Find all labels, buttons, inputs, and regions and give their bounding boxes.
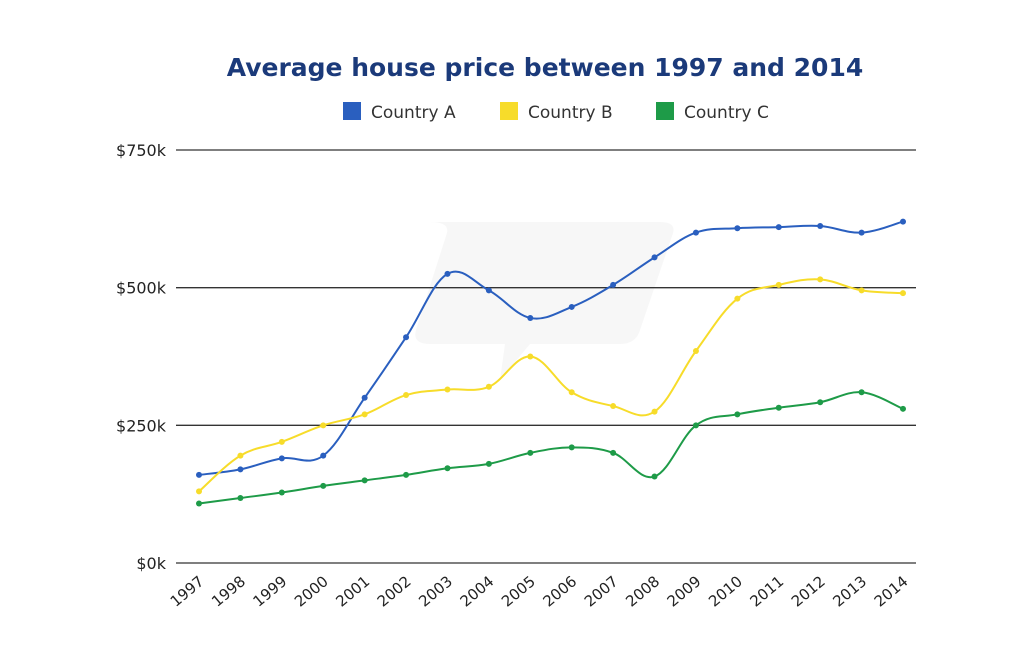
y-tick-label: $500k — [116, 279, 167, 298]
legend-item-country-a: Country A — [343, 102, 456, 123]
legend-swatch-country-b — [500, 102, 518, 120]
data-point-country-c-1999 — [278, 489, 285, 496]
data-point-country-c-2001 — [361, 477, 368, 484]
watermark-logo — [415, 222, 674, 380]
data-point-country-a-2013 — [858, 229, 865, 236]
data-point-country-b-2004 — [485, 383, 492, 390]
data-point-country-a-2004 — [485, 287, 492, 294]
data-point-country-c-2008 — [651, 473, 658, 480]
data-point-country-a-2008 — [651, 254, 658, 261]
legend: Country A Country B Country C — [343, 102, 769, 123]
data-point-country-b-2012 — [817, 276, 824, 283]
data-point-country-b-1997 — [196, 488, 202, 495]
series-country-c — [196, 389, 906, 507]
data-point-country-a-2014 — [900, 218, 906, 225]
data-point-country-a-2011 — [775, 224, 782, 231]
y-axis-tick-labels: $0k $250k $500k $750k — [116, 141, 167, 573]
data-point-country-a-2003 — [444, 270, 451, 277]
data-point-country-b-2007 — [610, 403, 617, 410]
legend-swatch-country-a — [343, 102, 361, 120]
data-point-country-a-1998 — [237, 466, 244, 473]
series-country-b — [196, 276, 906, 495]
data-point-country-c-2002 — [403, 471, 410, 478]
data-point-country-b-2009 — [692, 347, 699, 354]
data-point-country-b-2005 — [527, 353, 534, 360]
data-point-country-b-1998 — [237, 452, 244, 459]
data-point-country-a-1999 — [278, 455, 285, 462]
data-point-country-b-2006 — [568, 389, 575, 396]
data-point-country-c-2000 — [320, 482, 327, 489]
legend-label-country-a: Country A — [371, 103, 456, 123]
data-point-country-b-2014 — [900, 290, 906, 297]
data-point-country-c-1998 — [237, 495, 244, 502]
data-point-country-b-2000 — [320, 422, 327, 429]
data-point-country-b-1999 — [278, 438, 285, 445]
data-point-country-b-2001 — [361, 411, 368, 418]
legend-swatch-country-c — [656, 102, 674, 120]
data-point-country-a-2006 — [568, 303, 575, 310]
data-point-country-b-2002 — [403, 392, 410, 399]
data-point-country-c-2009 — [692, 422, 699, 429]
data-point-country-a-2009 — [692, 229, 699, 236]
data-point-country-b-2013 — [858, 287, 865, 294]
series-country-a — [196, 218, 906, 478]
data-point-country-a-2000 — [320, 452, 327, 459]
data-point-country-c-2013 — [858, 389, 865, 396]
gridlines — [176, 149, 916, 564]
legend-item-country-c: Country C — [656, 102, 769, 123]
legend-label-country-b: Country B — [528, 103, 613, 123]
y-tick-label: $0k — [136, 554, 166, 573]
chart-title: Average house price between 1997 and 201… — [227, 53, 864, 82]
data-point-country-c-2005 — [527, 449, 534, 456]
data-point-country-c-2011 — [775, 404, 782, 411]
data-point-country-b-2008 — [651, 408, 658, 415]
data-point-country-b-2010 — [734, 295, 741, 302]
data-point-country-a-2005 — [527, 314, 534, 321]
data-point-country-a-2007 — [610, 281, 617, 288]
y-tick-label: $750k — [116, 141, 167, 160]
series-lines — [196, 218, 906, 507]
data-point-country-a-2001 — [361, 394, 368, 401]
data-point-country-c-2014 — [900, 405, 906, 412]
y-tick-label: $250k — [116, 416, 167, 435]
data-point-country-c-2007 — [610, 449, 617, 456]
data-point-country-b-2011 — [775, 281, 782, 288]
data-point-country-c-1997 — [196, 500, 202, 507]
data-point-country-a-1997 — [196, 471, 202, 478]
data-point-country-a-2002 — [403, 334, 410, 341]
data-point-country-c-2012 — [817, 399, 824, 406]
data-point-country-c-2006 — [568, 444, 575, 451]
data-point-country-c-2003 — [444, 465, 451, 472]
legend-item-country-b: Country B — [500, 102, 613, 123]
data-point-country-c-2004 — [485, 460, 492, 467]
data-point-country-a-2010 — [734, 225, 741, 232]
legend-label-country-c: Country C — [684, 103, 769, 123]
data-point-country-b-2003 — [444, 386, 451, 393]
data-point-country-a-2012 — [817, 222, 824, 229]
data-point-country-c-2010 — [734, 411, 741, 418]
